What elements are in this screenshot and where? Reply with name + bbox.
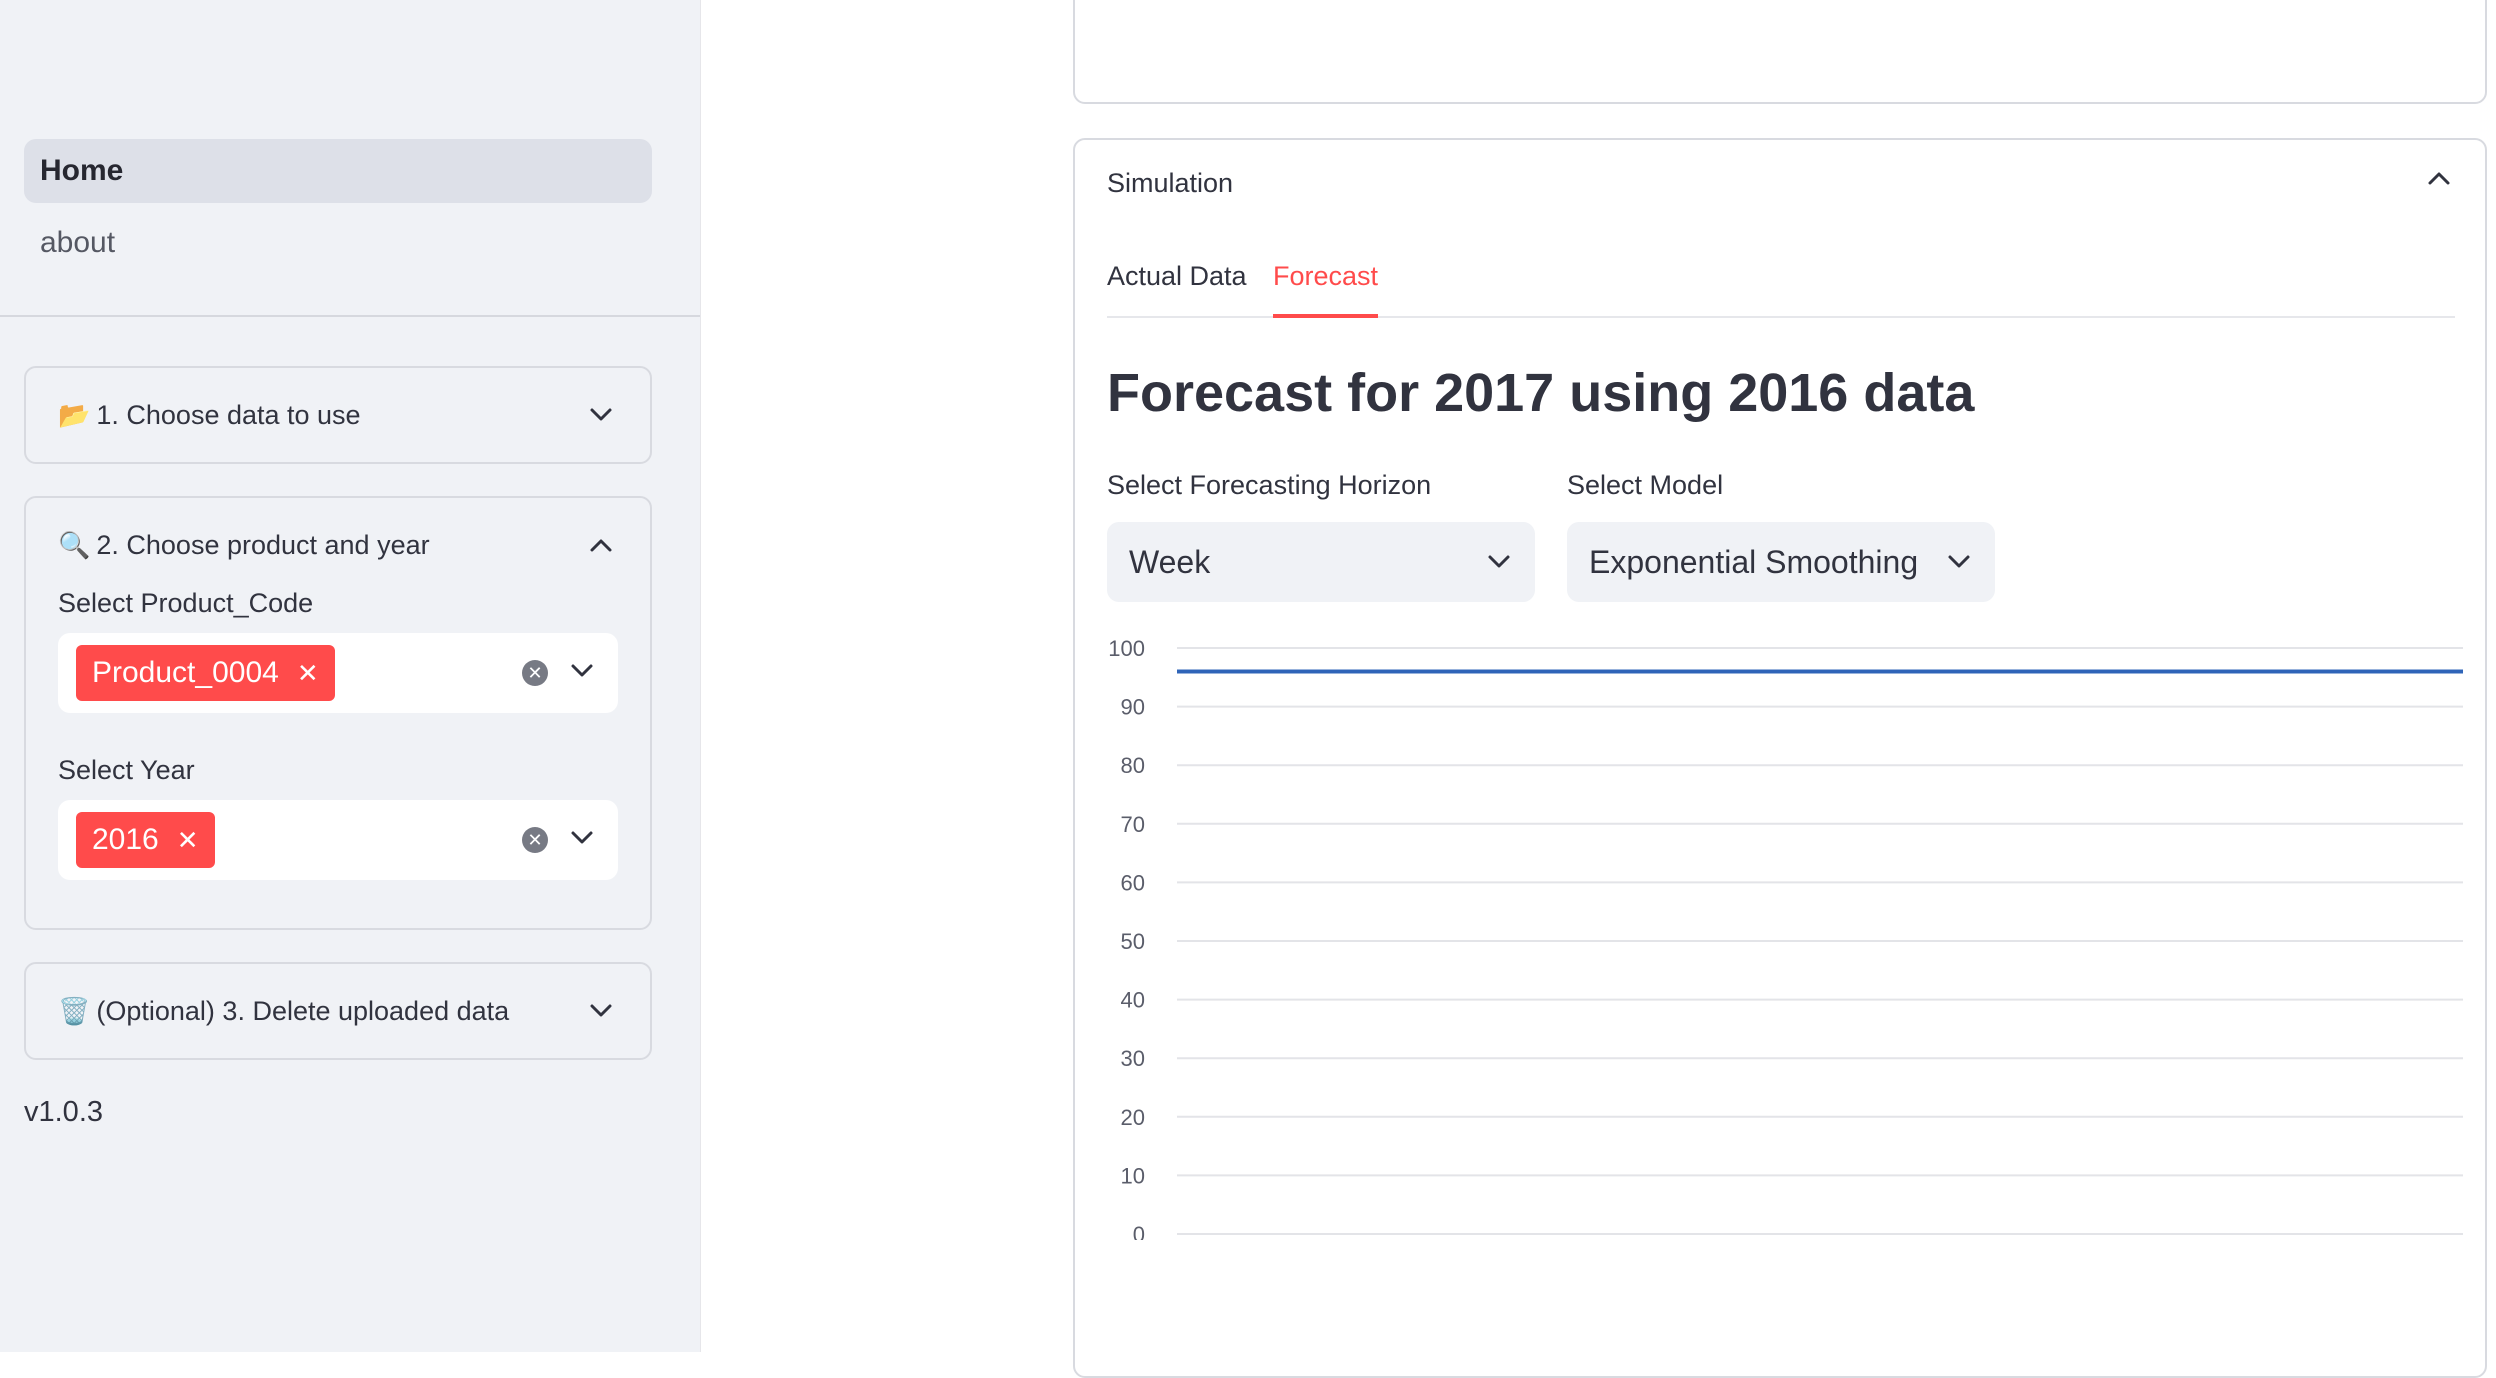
- tab-forecast[interactable]: Forecast: [1273, 254, 1379, 318]
- year-label: Select Year: [58, 755, 195, 785]
- horizon-value: Week: [1129, 543, 1211, 580]
- chevron-down-icon: [1947, 545, 1971, 587]
- sidebar-divider: [0, 315, 700, 317]
- expander-header[interactable]: 📂 1. Choose data to use: [26, 368, 650, 462]
- chip-remove-icon[interactable]: ✕: [296, 657, 319, 688]
- chevron-down-icon[interactable]: [570, 663, 594, 684]
- horizon-label: Select Forecasting Horizon: [1107, 470, 1432, 500]
- clear-icon[interactable]: ✕: [522, 827, 548, 853]
- chip-label: 2016: [92, 823, 159, 856]
- nav-item-about[interactable]: about: [40, 226, 116, 259]
- magnifier-icon: 🔍: [58, 529, 91, 560]
- y-tick-label: 40: [1121, 988, 1145, 1013]
- trash-icon: 🗑️: [58, 995, 91, 1026]
- simulation-expander: Simulation Actual Data Forecast Forecast…: [1073, 138, 2487, 1378]
- nav-item-home[interactable]: Home: [24, 139, 652, 203]
- expander-choose-product[interactable]: 🔍 2. Choose product and year Select Prod…: [24, 496, 652, 930]
- y-tick-label: 20: [1121, 1105, 1145, 1130]
- product-code-multiselect[interactable]: Product_0004 ✕ ✕: [58, 633, 618, 713]
- expander-delete-data[interactable]: 🗑️ (Optional) 3. Delete uploaded data: [24, 962, 652, 1060]
- forecast-chart[interactable]: 0102030405060708090100201712 PMMon 0212 …: [1075, 140, 2485, 1240]
- sidebar-nav: Home about: [24, 139, 652, 275]
- expander-label: 1. Choose data to use: [96, 399, 361, 430]
- year-multiselect[interactable]: 2016 ✕ ✕: [58, 800, 618, 880]
- product-code-label: Select Product_Code: [58, 588, 314, 618]
- previous-section-card: [1073, 0, 2487, 104]
- y-tick-label: 50: [1121, 929, 1145, 954]
- chevron-down-icon[interactable]: [584, 398, 618, 432]
- expander-choose-data[interactable]: 📂 1. Choose data to use: [24, 366, 652, 464]
- y-tick-label: 90: [1121, 695, 1145, 720]
- y-tick-label: 100: [1108, 636, 1145, 661]
- chevron-up-icon[interactable]: [584, 528, 618, 562]
- clear-icon[interactable]: ✕: [522, 660, 548, 686]
- chip-remove-icon[interactable]: ✕: [176, 824, 199, 855]
- tab-bar: Actual Data Forecast: [1107, 254, 2455, 318]
- chevron-down-icon[interactable]: [570, 830, 594, 851]
- y-tick-label: 60: [1121, 870, 1145, 895]
- y-tick-label: 70: [1121, 812, 1145, 837]
- horizon-select[interactable]: Week: [1107, 522, 1535, 602]
- y-tick-label: 80: [1121, 753, 1145, 778]
- chevron-down-icon: [1487, 545, 1511, 587]
- expander-label: (Optional) 3. Delete uploaded data: [96, 995, 510, 1026]
- model-label: Select Model: [1567, 470, 1724, 500]
- chevron-up-icon[interactable]: [2427, 170, 2451, 191]
- simulation-title[interactable]: Simulation: [1107, 168, 1234, 198]
- chip-label: Product_0004: [92, 656, 279, 689]
- y-tick-label: 30: [1121, 1046, 1145, 1071]
- sidebar: Home about 📂 1. Choose data to use 🔍 2. …: [0, 0, 701, 1352]
- forecast-heading: Forecast for 2017 using 2016 data: [1107, 363, 1975, 423]
- product-chip[interactable]: Product_0004 ✕: [76, 645, 335, 701]
- expander-header[interactable]: 🔍 2. Choose product and year: [26, 498, 650, 592]
- y-tick-label: 10: [1121, 1163, 1145, 1188]
- expander-label: 2. Choose product and year: [96, 529, 430, 560]
- y-tick-label: 0: [1133, 1222, 1145, 1240]
- expander-header[interactable]: 🗑️ (Optional) 3. Delete uploaded data: [26, 964, 650, 1058]
- model-value: Exponential Smoothing: [1589, 543, 1919, 580]
- year-chip[interactable]: 2016 ✕: [76, 812, 215, 868]
- model-select[interactable]: Exponential Smoothing: [1567, 522, 1995, 602]
- tab-actual-data[interactable]: Actual Data: [1107, 261, 1247, 291]
- version-text: v1.0.3: [24, 1096, 103, 1128]
- folder-icon: 📂: [58, 399, 91, 430]
- chevron-down-icon[interactable]: [584, 994, 618, 1028]
